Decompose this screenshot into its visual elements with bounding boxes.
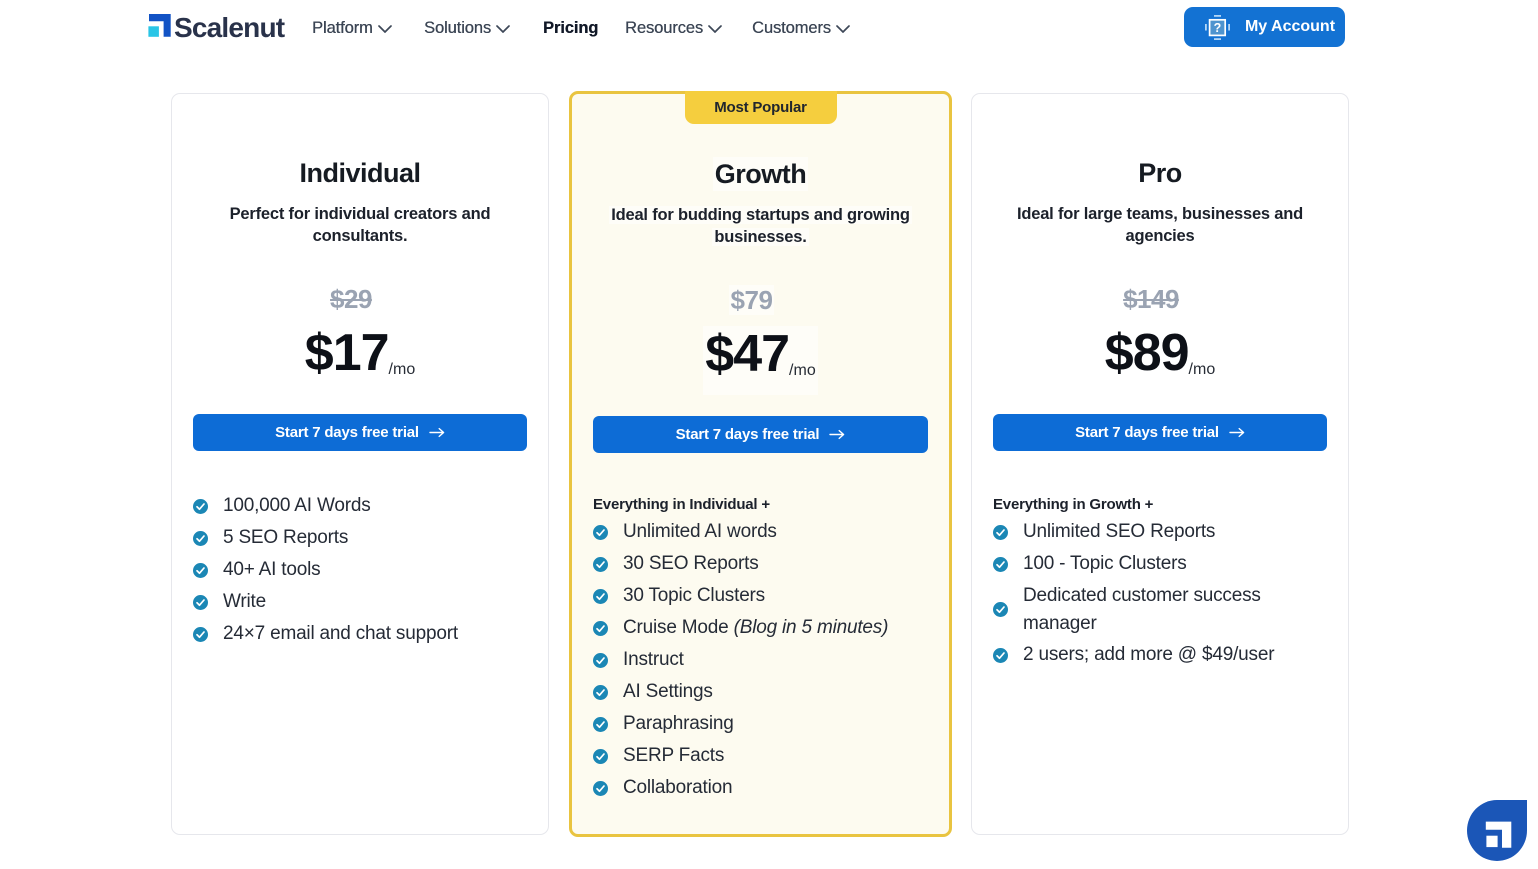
svg-text:?: ? xyxy=(1214,20,1222,34)
